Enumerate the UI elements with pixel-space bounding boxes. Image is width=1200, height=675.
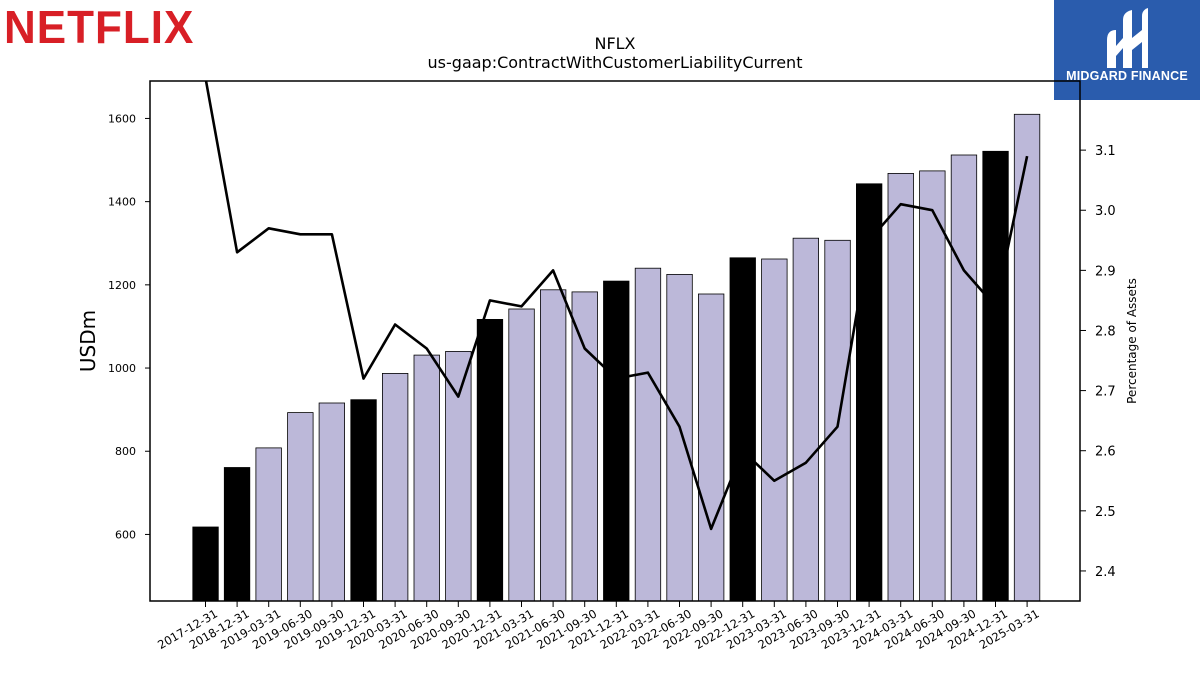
bar-2017-12-31 — [192, 526, 219, 602]
y2-tick-label-2.6: 2.6 — [1095, 445, 1116, 460]
x-axis: 2017-12-312018-12-312019-03-312019-06-30… — [155, 601, 1042, 652]
bar-2023-12-31 — [856, 183, 883, 602]
y-axis-right: 2.4 2.5 2.6 2.7 2.8 2.9 3.0 3.1 — [1080, 144, 1116, 580]
bar-2021-03-31 — [508, 308, 535, 602]
bar-2019-03-31 — [255, 447, 282, 602]
chart-subtitle: us-gaap:ContractWithCustomerLiabilityCur… — [428, 53, 803, 72]
y-tick-label-1600: 1600 — [108, 112, 136, 125]
y-tick-label-800: 800 — [115, 445, 136, 458]
y-tick-label-1000: 1000 — [108, 362, 136, 375]
y2-tick-label-2.5: 2.5 — [1095, 505, 1116, 520]
y-tick-label-1400: 1400 — [108, 196, 136, 209]
bar-2024-06-30 — [919, 170, 946, 602]
netflix-logo: NETFLIX — [4, 2, 195, 54]
line-series — [204, 81, 1029, 531]
bar-2022-12-31 — [729, 257, 756, 602]
bar-2021-12-31 — [603, 280, 630, 602]
bar-2022-06-30 — [666, 273, 693, 602]
y-axis-left: 600 800 1000 1200 1400 1600 — [108, 112, 150, 541]
y2-tick-label-2.4: 2.4 — [1095, 565, 1116, 580]
chart-title: NFLX — [594, 34, 635, 53]
y-tick-label-600: 600 — [115, 528, 136, 541]
bar-2018-12-31 — [223, 467, 251, 602]
bar-2019-06-30 — [287, 412, 314, 602]
bar-2022-03-31 — [634, 267, 662, 602]
bar-2021-06-30 — [540, 289, 567, 602]
y2-tick-label-3: 3.0 — [1095, 204, 1116, 219]
bar-2019-09-30 — [318, 402, 346, 602]
y-axis-label: USDm — [76, 310, 100, 372]
bar-2022-09-30 — [698, 293, 725, 602]
bar-2020-03-31 — [381, 372, 409, 602]
midgard-finance-logo: MIDGARD FINANCE — [1054, 0, 1200, 100]
y2-axis-label: Percentage of Assets — [1125, 278, 1139, 404]
corner-logo-text: MIDGARD FINANCE — [1066, 69, 1188, 83]
bar-series — [192, 113, 1041, 602]
bar-2025-03-31 — [1013, 113, 1041, 602]
y2-tick-label-3.1: 3.1 — [1095, 144, 1116, 159]
bar-2019-12-31 — [350, 399, 377, 602]
bar-2023-03-31 — [761, 258, 788, 602]
bar-2020-09-30 — [445, 350, 472, 602]
midgard-mountain-icon — [1107, 8, 1148, 68]
plot-frame — [149, 80, 1081, 602]
bar-2020-06-30 — [413, 354, 440, 602]
y-tick-label-1200: 1200 — [108, 279, 136, 292]
bar-2024-03-31 — [887, 172, 914, 602]
y2-tick-label-2.8: 2.8 — [1095, 324, 1116, 339]
bar-2024-12-31 — [982, 150, 1009, 602]
bar-2021-09-30 — [571, 291, 598, 602]
y2-tick-label-2.9: 2.9 — [1095, 264, 1116, 279]
bar-2024-09-30 — [950, 154, 978, 602]
percentage-line — [204, 81, 1029, 531]
bar-2020-12-31 — [476, 318, 504, 602]
y2-tick-label-2.7: 2.7 — [1095, 385, 1116, 400]
bar-2023-06-30 — [792, 237, 819, 602]
